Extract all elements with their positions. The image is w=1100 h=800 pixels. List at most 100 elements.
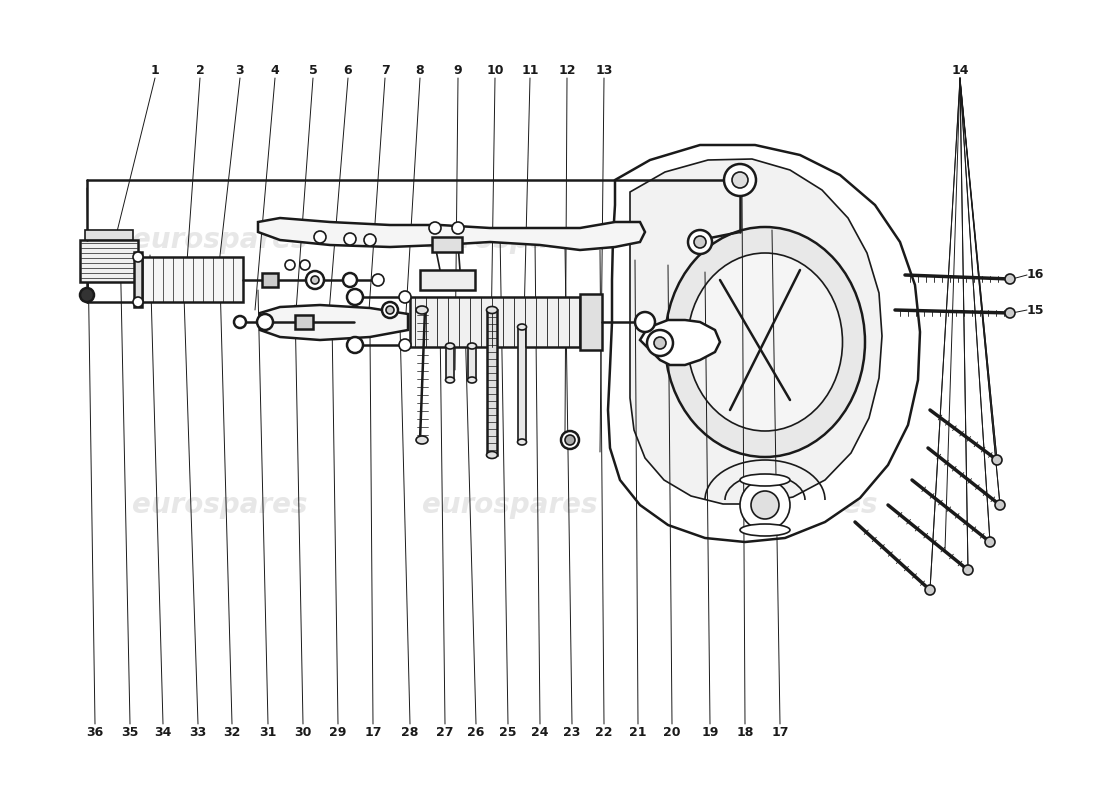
Polygon shape [608, 145, 920, 542]
Circle shape [300, 260, 310, 270]
Text: 23: 23 [563, 726, 581, 738]
Text: 21: 21 [629, 726, 647, 738]
Text: 27: 27 [437, 726, 453, 738]
Circle shape [311, 276, 319, 284]
Circle shape [314, 231, 326, 243]
Bar [518, 327, 526, 442]
Text: 18: 18 [736, 726, 754, 738]
Text: 36: 36 [87, 726, 103, 738]
Bar [262, 273, 278, 287]
Text: 17: 17 [771, 726, 789, 738]
Circle shape [962, 565, 974, 575]
Circle shape [724, 164, 756, 196]
Text: 1: 1 [151, 63, 160, 77]
Circle shape [1005, 308, 1015, 318]
Ellipse shape [468, 343, 476, 349]
Text: 26: 26 [468, 726, 485, 738]
Ellipse shape [486, 451, 497, 458]
Circle shape [654, 337, 666, 349]
Circle shape [452, 222, 464, 234]
Text: 34: 34 [154, 726, 172, 738]
Text: 28: 28 [402, 726, 419, 738]
Circle shape [565, 435, 575, 445]
Ellipse shape [517, 324, 527, 330]
Circle shape [257, 314, 273, 330]
Circle shape [399, 291, 411, 303]
Circle shape [996, 500, 1005, 510]
Ellipse shape [416, 436, 428, 444]
Ellipse shape [666, 227, 865, 457]
Text: 32: 32 [223, 726, 241, 738]
Circle shape [688, 230, 712, 254]
Text: 15: 15 [1026, 303, 1044, 317]
Text: 10: 10 [486, 63, 504, 77]
Text: 33: 33 [189, 726, 207, 738]
Circle shape [343, 273, 358, 287]
Text: 6: 6 [343, 63, 352, 77]
Circle shape [925, 585, 935, 595]
Text: 11: 11 [521, 63, 539, 77]
Bar [432, 237, 462, 252]
Ellipse shape [740, 474, 790, 486]
Circle shape [285, 260, 295, 270]
Polygon shape [260, 305, 408, 340]
Circle shape [386, 306, 394, 314]
Circle shape [344, 233, 356, 245]
Text: 35: 35 [121, 726, 139, 738]
Bar [295, 315, 313, 329]
Text: 9: 9 [453, 63, 462, 77]
Text: eurospares: eurospares [422, 226, 597, 254]
Circle shape [635, 312, 654, 332]
Text: 19: 19 [702, 726, 718, 738]
Text: eurospares: eurospares [702, 226, 878, 254]
Circle shape [984, 537, 996, 547]
Text: 8: 8 [416, 63, 425, 77]
Text: 31: 31 [260, 726, 277, 738]
Circle shape [133, 252, 143, 262]
Text: 7: 7 [381, 63, 389, 77]
Bar [420, 270, 475, 290]
Circle shape [346, 289, 363, 305]
Ellipse shape [446, 343, 454, 349]
Circle shape [234, 316, 246, 328]
Circle shape [306, 271, 324, 289]
Circle shape [732, 172, 748, 188]
Ellipse shape [517, 439, 527, 445]
Text: 17: 17 [364, 726, 382, 738]
Bar [134, 252, 142, 307]
Text: 4: 4 [271, 63, 279, 77]
Bar [410, 297, 580, 347]
Circle shape [429, 222, 441, 234]
Bar [487, 310, 497, 455]
Bar [80, 240, 138, 282]
Text: 16: 16 [1026, 269, 1044, 282]
Text: 29: 29 [329, 726, 346, 738]
Circle shape [561, 431, 579, 449]
Text: 2: 2 [196, 63, 205, 77]
Ellipse shape [740, 524, 790, 536]
Ellipse shape [446, 377, 454, 383]
Polygon shape [258, 218, 645, 250]
Circle shape [694, 236, 706, 248]
Bar [138, 257, 243, 302]
Bar [468, 346, 476, 380]
Circle shape [399, 339, 411, 351]
Circle shape [372, 274, 384, 286]
Polygon shape [640, 320, 720, 365]
Circle shape [346, 337, 363, 353]
Polygon shape [630, 159, 882, 504]
Text: 13: 13 [595, 63, 613, 77]
Text: 14: 14 [952, 63, 969, 77]
Text: eurospares: eurospares [132, 491, 308, 519]
Text: 3: 3 [235, 63, 244, 77]
Text: 25: 25 [499, 726, 517, 738]
Circle shape [80, 288, 94, 302]
Ellipse shape [468, 377, 476, 383]
Text: 12: 12 [558, 63, 575, 77]
Circle shape [740, 480, 790, 530]
Circle shape [382, 302, 398, 318]
Text: 24: 24 [531, 726, 549, 738]
Circle shape [1005, 274, 1015, 284]
Circle shape [647, 330, 673, 356]
Ellipse shape [416, 306, 428, 314]
